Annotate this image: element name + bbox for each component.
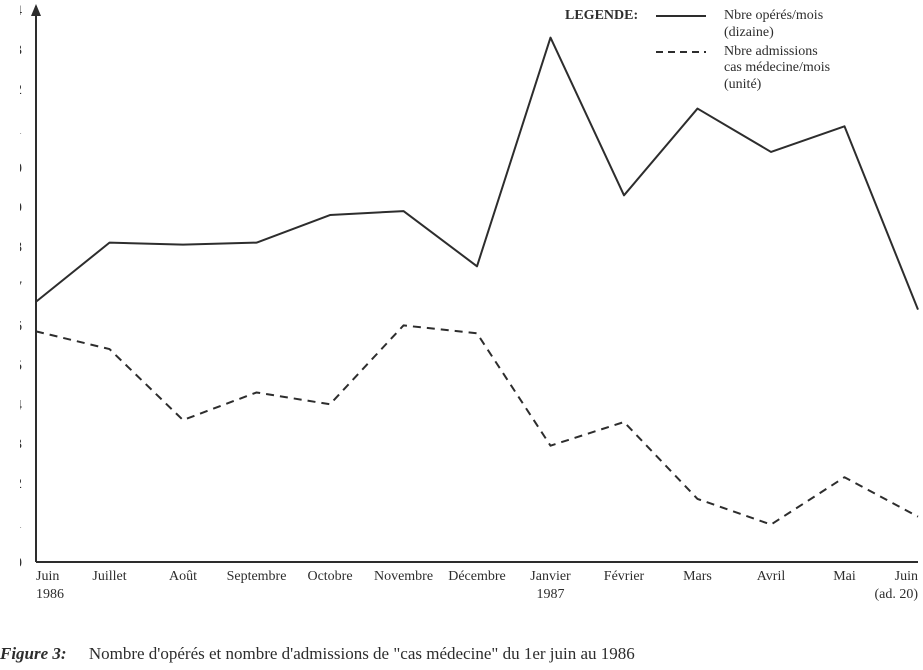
legend-title: LEGENDE: bbox=[565, 8, 650, 24]
legend-item2-line2: cas médecine/mois bbox=[724, 60, 830, 75]
svg-text:Avril: Avril bbox=[757, 569, 786, 584]
svg-text:6: 6 bbox=[20, 318, 23, 334]
svg-text:2: 2 bbox=[20, 476, 22, 492]
svg-text:Juillet: Juillet bbox=[92, 569, 126, 584]
svg-text:Octobre: Octobre bbox=[307, 569, 352, 584]
chart-svg: 0 1 2 3 4 5 6 7 8 9 0 1 2 3 4 Juin Juillet Août Septembre O… bbox=[20, 0, 923, 640]
svg-text:1986: 1986 bbox=[36, 587, 64, 602]
caption-text: Nombre d'opérés et nombre d'admissions d… bbox=[89, 644, 635, 663]
svg-text:0: 0 bbox=[20, 161, 22, 177]
svg-text:9: 9 bbox=[20, 200, 22, 216]
svg-text:2: 2 bbox=[20, 82, 22, 98]
svg-text:1: 1 bbox=[20, 516, 22, 532]
svg-text:Mars: Mars bbox=[683, 569, 712, 584]
caption-label: Figure 3: bbox=[0, 644, 67, 664]
svg-text:Juin: Juin bbox=[36, 569, 59, 584]
svg-text:Décembre: Décembre bbox=[448, 569, 506, 584]
legend-swatch-dashed bbox=[656, 44, 716, 58]
legend-row-2: . Nbre admissions cas médecine/mois (uni… bbox=[565, 44, 830, 94]
svg-text:Janvier: Janvier bbox=[530, 569, 571, 584]
svg-text:Mai: Mai bbox=[833, 569, 856, 584]
legend-item2-line1: Nbre admissions bbox=[724, 44, 818, 59]
legend-item1-line2: (dizaine) bbox=[724, 25, 774, 40]
svg-text:Juin: Juin bbox=[895, 569, 918, 584]
legend-item1-line1: Nbre opérés/mois bbox=[724, 8, 823, 23]
legend: LEGENDE: Nbre opérés/mois (dizaine) . Nb… bbox=[565, 8, 830, 96]
svg-text:4: 4 bbox=[20, 3, 23, 19]
legend-text-2: Nbre admissions cas médecine/mois (unité… bbox=[724, 44, 830, 94]
svg-text:1: 1 bbox=[20, 121, 22, 137]
legend-text-1: Nbre opérés/mois (dizaine) bbox=[724, 8, 823, 42]
legend-row-1: LEGENDE: Nbre opérés/mois (dizaine) bbox=[565, 8, 830, 42]
legend-swatch-solid bbox=[656, 8, 716, 22]
svg-text:8: 8 bbox=[20, 240, 22, 256]
svg-text:3: 3 bbox=[20, 42, 22, 58]
legend-item2-line3: (unité) bbox=[724, 77, 761, 92]
svg-text:Août: Août bbox=[169, 569, 197, 584]
svg-text:3: 3 bbox=[20, 437, 22, 453]
svg-text:1987: 1987 bbox=[537, 587, 565, 602]
svg-text:4: 4 bbox=[20, 397, 23, 413]
svg-text:Février: Février bbox=[604, 569, 645, 584]
svg-text:(ad. 20): (ad. 20) bbox=[874, 587, 918, 602]
svg-text:Septembre: Septembre bbox=[227, 569, 287, 584]
svg-text:7: 7 bbox=[20, 279, 23, 295]
svg-text:Novembre: Novembre bbox=[374, 569, 433, 584]
svg-text:5: 5 bbox=[20, 358, 22, 374]
svg-text:0: 0 bbox=[20, 555, 22, 571]
figure-caption: Figure 3: Nombre d'opérés et nombre d'ad… bbox=[0, 644, 923, 664]
